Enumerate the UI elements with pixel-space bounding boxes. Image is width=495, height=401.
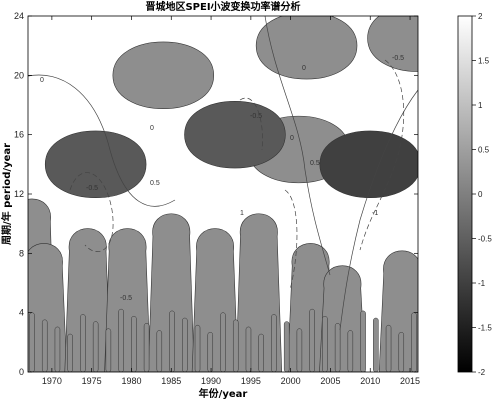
- contour-label: 0.5: [310, 160, 320, 167]
- x-tick-label: 2015: [400, 376, 420, 386]
- positive-power-region: [191, 228, 239, 372]
- y-tick-label: 4: [19, 308, 24, 318]
- colorbar-tick-label: 2: [478, 12, 483, 21]
- short-period-band: [245, 326, 252, 372]
- negative-contour-line: [284, 189, 298, 291]
- contour-label: 0.5: [150, 180, 160, 187]
- contour-label: -0.5: [120, 295, 132, 302]
- short-period-band: [92, 321, 99, 372]
- contour-regions: [28, 16, 418, 372]
- y-axis: 0 4 8 12 16 20 24: [14, 11, 418, 377]
- contour-label: -1: [372, 210, 378, 217]
- short-period-band: [322, 315, 328, 372]
- x-axis: 1970 1975 1980 1985 1990 1995 2000 2005 2010 2015: [42, 16, 420, 386]
- y-tick-label: 16: [14, 130, 24, 140]
- zero-contour-line: [339, 89, 418, 331]
- x-tick-label: 1975: [82, 376, 102, 386]
- short-period-band: [131, 315, 137, 372]
- colorbar-tick-label: 1: [478, 101, 483, 110]
- colorbar-ticks: 2 1.5 1 0.5 0 -0.5 -1 -1.5 -2: [472, 12, 492, 377]
- x-tick-label: 1990: [201, 376, 221, 386]
- colorbar-tick-label: -1.5: [478, 324, 492, 333]
- short-period-band: [296, 328, 303, 372]
- colorbar: [457, 15, 473, 373]
- contour-label: 0: [290, 135, 294, 142]
- y-tick-label: 20: [14, 70, 24, 80]
- positive-power-region: [64, 228, 111, 372]
- y-tick-label: 24: [14, 11, 24, 21]
- short-period-band: [143, 323, 150, 372]
- short-period-band: [54, 326, 61, 372]
- positive-power-region: [367, 16, 418, 72]
- short-period-band: [411, 312, 417, 372]
- colorbar-tick-label: 1.5: [478, 57, 490, 66]
- short-period-band: [232, 319, 239, 372]
- negative-contour-line: [239, 97, 263, 151]
- y-tick-label: 12: [14, 189, 24, 199]
- colorbar-tick-label: 0: [478, 190, 483, 199]
- short-period-band: [385, 324, 392, 372]
- short-period-band: [220, 312, 226, 372]
- short-period-band: [41, 319, 48, 372]
- x-tick-label: 2010: [360, 376, 380, 386]
- x-tick-label: 1985: [161, 376, 181, 386]
- y-axis-label: 周期/年 period/year: [0, 143, 13, 245]
- short-period-band: [271, 314, 277, 372]
- short-period-band: [309, 308, 315, 372]
- contour-label: 1: [240, 210, 244, 217]
- contour-label: -0.5: [250, 113, 262, 120]
- short-period-band: [258, 333, 264, 372]
- zero-contour-line: [28, 74, 176, 207]
- x-tick-label: 1995: [241, 376, 261, 386]
- short-period-band: [80, 314, 86, 372]
- short-period-band: [360, 310, 366, 372]
- positive-power-region: [104, 228, 151, 372]
- contour-labels: 0 -0.5 0.5 -0.5 0 1 -0.5 0 -1 0.5 -0.5 0: [40, 55, 404, 302]
- x-tick-label: 1970: [42, 376, 62, 386]
- short-period-band: [207, 331, 214, 372]
- short-period-band: [283, 321, 290, 372]
- x-tick-label: 2000: [281, 376, 301, 386]
- colorbar-tick-label: -2: [478, 368, 486, 377]
- short-period-band: [118, 308, 124, 372]
- x-axis-label: 年份/year: [199, 387, 248, 400]
- negative-contour-line: [359, 59, 405, 251]
- zero-contour-line: [264, 16, 331, 276]
- contour-label: -0.5: [86, 185, 98, 192]
- chart-title: 晋城地区SPEI小波变换功率谱分析: [145, 0, 300, 13]
- contour-lines: [28, 16, 418, 331]
- short-period-band: [347, 330, 354, 372]
- contour-label: -0.5: [392, 55, 404, 62]
- y-tick-label: 8: [19, 248, 24, 258]
- colorbar-tick-label: 0.5: [478, 146, 490, 155]
- contour-label: 0: [302, 65, 306, 72]
- short-period-band: [67, 333, 73, 372]
- colorbar-tick-label: -0.5: [478, 235, 492, 244]
- short-period-band: [169, 310, 175, 372]
- negative-power-region: [44, 130, 147, 199]
- negative-contour-line: [69, 172, 114, 252]
- contour-label: 0: [40, 77, 44, 84]
- negative-power-region: [319, 130, 418, 199]
- colorbar-tick-label: -1: [478, 279, 486, 288]
- x-tick-label: 1980: [121, 376, 141, 386]
- short-period-band: [29, 312, 35, 372]
- x-tick-label: 2005: [320, 376, 340, 386]
- contour-label: 0: [150, 125, 154, 132]
- short-period-band: [398, 331, 405, 372]
- short-period-band: [156, 330, 163, 372]
- short-period-band: [373, 317, 379, 372]
- positive-power-region: [319, 265, 366, 372]
- short-period-band: [194, 324, 201, 372]
- positive-power-region: [112, 41, 215, 110]
- short-period-band: [182, 317, 188, 372]
- y-tick-label: 0: [19, 367, 24, 377]
- short-period-band: [105, 328, 112, 372]
- negative-power-region: [184, 100, 286, 169]
- short-period-band: [334, 323, 341, 372]
